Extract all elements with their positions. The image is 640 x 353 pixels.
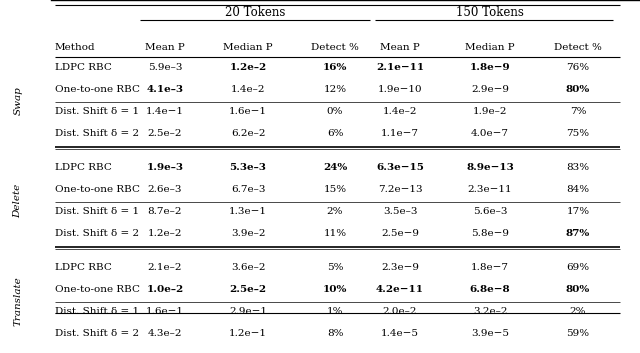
Text: 2.1e–2: 2.1e–2 bbox=[148, 263, 182, 273]
Text: 1.3e−1: 1.3e−1 bbox=[229, 208, 267, 216]
Text: 5.3e–3: 5.3e–3 bbox=[230, 163, 266, 173]
Text: 1.8e−9: 1.8e−9 bbox=[470, 64, 510, 72]
Text: 11%: 11% bbox=[323, 229, 347, 239]
Text: 2%: 2% bbox=[570, 307, 586, 317]
Text: 7.2e−13: 7.2e−13 bbox=[378, 185, 422, 195]
Text: 2.5e–2: 2.5e–2 bbox=[148, 130, 182, 138]
Text: 8.7e–2: 8.7e–2 bbox=[148, 208, 182, 216]
Text: 10%: 10% bbox=[323, 286, 347, 294]
Text: Dist. Shift δ = 1: Dist. Shift δ = 1 bbox=[55, 208, 139, 216]
Text: 1.4e–2: 1.4e–2 bbox=[383, 108, 417, 116]
Text: 15%: 15% bbox=[323, 185, 347, 195]
Text: 1.2e–2: 1.2e–2 bbox=[148, 229, 182, 239]
Text: LDPC RBC: LDPC RBC bbox=[55, 64, 112, 72]
Text: 1.9e−10: 1.9e−10 bbox=[378, 85, 422, 95]
Text: LDPC RBC: LDPC RBC bbox=[55, 163, 112, 173]
Text: 4.1e–3: 4.1e–3 bbox=[147, 85, 184, 95]
Text: 75%: 75% bbox=[566, 130, 589, 138]
Text: 2.5e–2: 2.5e–2 bbox=[229, 286, 267, 294]
Text: Method: Method bbox=[55, 43, 95, 53]
Text: 2.0e–2: 2.0e–2 bbox=[383, 307, 417, 317]
Text: 1.1e−7: 1.1e−7 bbox=[381, 130, 419, 138]
Text: 1.2e–2: 1.2e–2 bbox=[229, 64, 267, 72]
Text: 1%: 1% bbox=[327, 307, 343, 317]
Text: Dist. Shift δ = 2: Dist. Shift δ = 2 bbox=[55, 130, 139, 138]
Text: Detect %: Detect % bbox=[554, 43, 602, 53]
Text: 1.8e−7: 1.8e−7 bbox=[471, 263, 509, 273]
Text: One-to-one RBC: One-to-one RBC bbox=[55, 85, 140, 95]
Text: 5%: 5% bbox=[327, 263, 343, 273]
Text: 4.2e−11: 4.2e−11 bbox=[376, 286, 424, 294]
Text: 2.3e−11: 2.3e−11 bbox=[468, 185, 512, 195]
Text: 2.5e−9: 2.5e−9 bbox=[381, 229, 419, 239]
Text: 2.6e–3: 2.6e–3 bbox=[148, 185, 182, 195]
Text: Mean P: Mean P bbox=[380, 43, 420, 53]
Text: 150 Tokens: 150 Tokens bbox=[456, 6, 524, 18]
Text: 4.3e–2: 4.3e–2 bbox=[148, 329, 182, 339]
Text: One-to-one RBC: One-to-one RBC bbox=[55, 185, 140, 195]
Text: Dist. Shift δ = 2: Dist. Shift δ = 2 bbox=[55, 229, 139, 239]
Text: 0%: 0% bbox=[327, 108, 343, 116]
Text: 84%: 84% bbox=[566, 185, 589, 195]
Text: 1.6e−1: 1.6e−1 bbox=[229, 108, 267, 116]
Text: 87%: 87% bbox=[566, 229, 590, 239]
Text: 83%: 83% bbox=[566, 163, 589, 173]
Text: 2.3e−9: 2.3e−9 bbox=[381, 263, 419, 273]
Text: 5.6e–3: 5.6e–3 bbox=[473, 208, 508, 216]
Text: 6.3e−15: 6.3e−15 bbox=[376, 163, 424, 173]
Text: 80%: 80% bbox=[566, 286, 590, 294]
Text: 5.8e−9: 5.8e−9 bbox=[471, 229, 509, 239]
Text: 80%: 80% bbox=[566, 85, 590, 95]
Text: 2.9e−1: 2.9e−1 bbox=[229, 307, 267, 317]
Text: 1.9e–3: 1.9e–3 bbox=[147, 163, 184, 173]
Text: 6.2e–2: 6.2e–2 bbox=[231, 130, 265, 138]
Text: 8.9e−13: 8.9e−13 bbox=[466, 163, 514, 173]
Text: Dist. Shift δ = 1: Dist. Shift δ = 1 bbox=[55, 108, 139, 116]
Text: 3.2e–2: 3.2e–2 bbox=[473, 307, 508, 317]
Text: Dist. Shift δ = 2: Dist. Shift δ = 2 bbox=[55, 329, 139, 339]
Text: 59%: 59% bbox=[566, 329, 589, 339]
Text: 2.9e−9: 2.9e−9 bbox=[471, 85, 509, 95]
Text: Delete: Delete bbox=[13, 184, 22, 218]
Text: 3.9e−5: 3.9e−5 bbox=[471, 329, 509, 339]
Text: 1.4e−1: 1.4e−1 bbox=[146, 108, 184, 116]
Text: 76%: 76% bbox=[566, 64, 589, 72]
Text: Translate: Translate bbox=[13, 276, 22, 326]
Text: Dist. Shift δ = 1: Dist. Shift δ = 1 bbox=[55, 307, 139, 317]
Text: 1.4e−5: 1.4e−5 bbox=[381, 329, 419, 339]
Text: 7%: 7% bbox=[570, 108, 586, 116]
Text: 3.6e–2: 3.6e–2 bbox=[231, 263, 265, 273]
Text: 17%: 17% bbox=[566, 208, 589, 216]
Text: 16%: 16% bbox=[323, 64, 347, 72]
Text: 3.5e–3: 3.5e–3 bbox=[383, 208, 417, 216]
Text: LDPC RBC: LDPC RBC bbox=[55, 263, 112, 273]
Text: 6%: 6% bbox=[327, 130, 343, 138]
Text: 6.7e–3: 6.7e–3 bbox=[231, 185, 265, 195]
Text: 2.1e−11: 2.1e−11 bbox=[376, 64, 424, 72]
Text: 1.9e–2: 1.9e–2 bbox=[473, 108, 508, 116]
Text: Detect %: Detect % bbox=[311, 43, 359, 53]
Text: 5.9e–3: 5.9e–3 bbox=[148, 64, 182, 72]
Text: 1.6e−1: 1.6e−1 bbox=[146, 307, 184, 317]
Text: 4.0e−7: 4.0e−7 bbox=[471, 130, 509, 138]
Text: 1.4e–2: 1.4e–2 bbox=[231, 85, 265, 95]
Text: Swap: Swap bbox=[13, 86, 22, 115]
Text: Median P: Median P bbox=[465, 43, 515, 53]
Text: 3.9e–2: 3.9e–2 bbox=[231, 229, 265, 239]
Text: One-to-one RBC: One-to-one RBC bbox=[55, 286, 140, 294]
Text: 6.8e−8: 6.8e−8 bbox=[470, 286, 510, 294]
Text: Median P: Median P bbox=[223, 43, 273, 53]
Text: 69%: 69% bbox=[566, 263, 589, 273]
Text: 12%: 12% bbox=[323, 85, 347, 95]
Text: 1.2e−1: 1.2e−1 bbox=[229, 329, 267, 339]
Text: 24%: 24% bbox=[323, 163, 347, 173]
Text: Mean P: Mean P bbox=[145, 43, 185, 53]
Text: 20 Tokens: 20 Tokens bbox=[225, 6, 285, 18]
Text: 2%: 2% bbox=[327, 208, 343, 216]
Text: 8%: 8% bbox=[327, 329, 343, 339]
Text: 1.0e–2: 1.0e–2 bbox=[147, 286, 184, 294]
